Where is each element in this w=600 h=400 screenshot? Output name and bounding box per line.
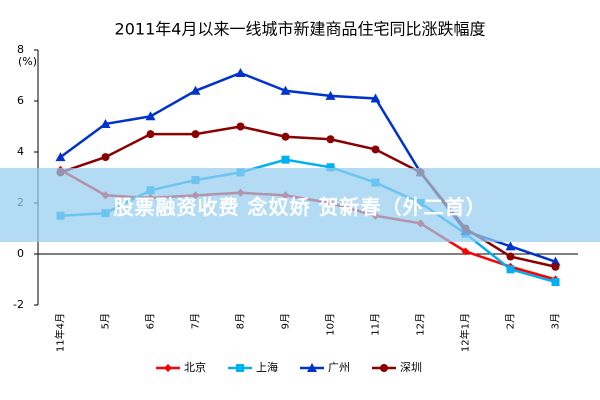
- point: [281, 155, 290, 164]
- point: [55, 152, 66, 162]
- point: [307, 363, 317, 372]
- x-tick-label: 11年4月: [54, 313, 67, 352]
- point: [506, 265, 515, 274]
- x-tick-label: 8月: [235, 313, 247, 329]
- x-tick-label: 3月: [550, 313, 562, 329]
- point: [326, 163, 335, 172]
- point: [145, 111, 156, 121]
- y-tick-label: 0: [17, 247, 24, 260]
- x-tick-label: 11月: [370, 313, 382, 336]
- y-unit: (%): [18, 55, 37, 68]
- point: [461, 247, 470, 256]
- point: [505, 241, 516, 251]
- x-tick-label: 6月: [145, 313, 157, 329]
- y-tick-label: 8: [17, 43, 24, 56]
- y-tick-label: 6: [17, 94, 24, 107]
- y-tick-label: 4: [17, 145, 24, 158]
- point: [235, 67, 246, 77]
- point: [146, 130, 155, 139]
- x-tick-label: 5月: [100, 313, 112, 329]
- legend-label: 北京: [184, 360, 206, 374]
- point: [370, 93, 381, 103]
- point: [190, 85, 201, 95]
- x-tick-label: 2月: [505, 313, 517, 329]
- point: [371, 145, 380, 154]
- point: [236, 364, 244, 372]
- point: [236, 122, 245, 131]
- legend-label: 广州: [328, 361, 350, 374]
- x-tick-label: 10月: [325, 313, 337, 336]
- banner: 股票融资收费 念奴娇 贺新春（外二首）: [0, 168, 600, 242]
- point: [326, 135, 335, 144]
- legend-label: 上海: [256, 360, 278, 374]
- point: [380, 364, 388, 372]
- chart-title: 2011年4月以来一线城市新建商品住宅同比涨跌幅度: [115, 20, 486, 39]
- point: [551, 278, 560, 287]
- point: [551, 262, 560, 271]
- x-tick-label: 9月: [280, 313, 292, 329]
- x-tick-label: 7月: [190, 313, 202, 329]
- point: [281, 132, 290, 141]
- x-tick-label: 12年1月: [459, 313, 472, 352]
- point: [191, 130, 200, 139]
- point: [550, 256, 561, 266]
- point: [325, 90, 336, 100]
- y-tick-label: -2: [13, 298, 24, 311]
- x-tick-label: 12月: [415, 313, 427, 336]
- point: [100, 118, 111, 128]
- point: [164, 364, 172, 372]
- point: [506, 252, 515, 261]
- legend-label: 深圳: [400, 361, 422, 374]
- point: [280, 85, 291, 95]
- point: [101, 153, 110, 162]
